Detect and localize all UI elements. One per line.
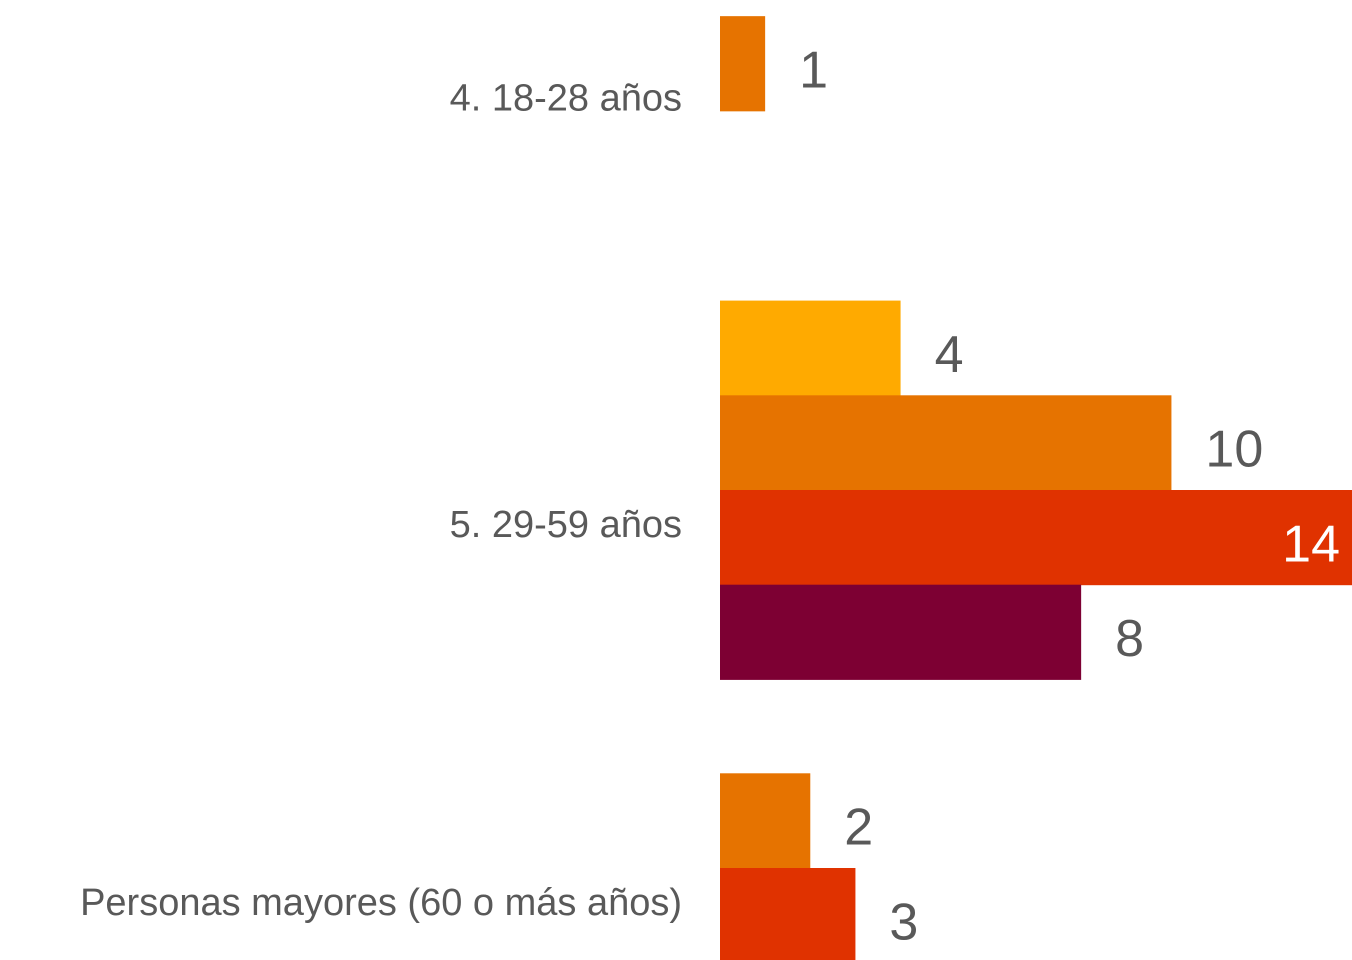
bar-5-29-59-anos-3	[720, 584, 1082, 680]
value-label-5-29-59-anos-2: 14	[1282, 515, 1340, 573]
bar-4-18-28-anos-0	[720, 16, 766, 112]
category-label-4-18-28-anos: 4. 18-28 años	[450, 78, 682, 120]
value-label-5-29-59-anos-1: 10	[1205, 421, 1263, 479]
value-label-personas-mayores-60-o-mas-anos-1: 3	[889, 893, 918, 951]
category-label-personas-mayores-60-o-mas-anos: Personas mayores (60 o más años)	[80, 882, 682, 924]
bar-5-29-59-anos-0	[720, 300, 901, 396]
bars-layer	[720, 16, 1352, 960]
category-label-5-29-59-anos: 5. 29-59 años	[450, 504, 682, 546]
bar-personas-mayores-60-o-mas-anos-1	[720, 868, 856, 960]
bar-5-29-59-anos-1	[720, 395, 1172, 491]
value-label-5-29-59-anos-0: 4	[935, 326, 964, 384]
bar-5-29-59-anos-2	[720, 490, 1352, 586]
value-label-5-29-59-anos-3: 8	[1115, 610, 1144, 668]
labels-layer: 4. 18-28 años 1 5. 29-59 años 4 10 14 8 Persona…	[80, 42, 1340, 952]
value-label-4-18-28-anos-0: 1	[799, 42, 828, 100]
value-label-personas-mayores-60-o-mas-anos-0: 2	[844, 799, 873, 857]
bar-personas-mayores-60-o-mas-anos-0	[720, 773, 811, 869]
